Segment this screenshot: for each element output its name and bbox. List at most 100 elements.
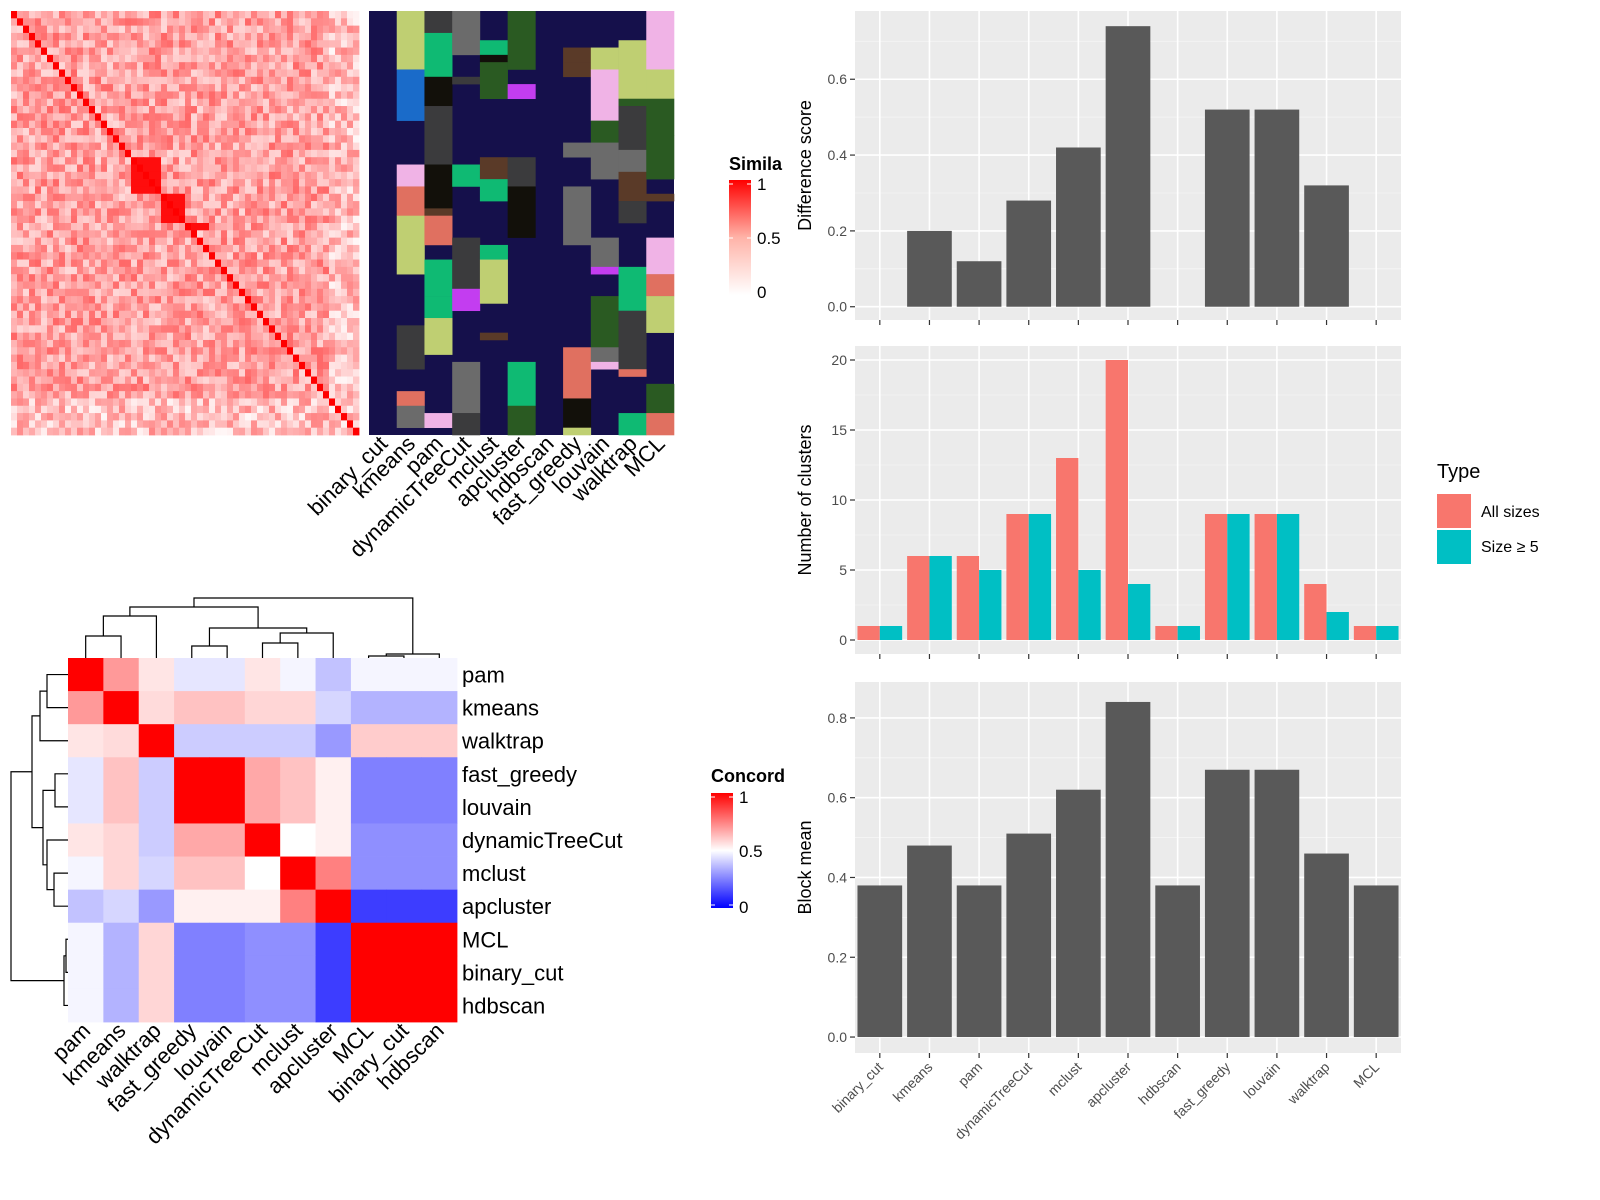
similarity-cell: [293, 135, 300, 143]
similarity-cell: [251, 325, 258, 334]
similarity-cell: [173, 391, 180, 399]
similarity-cell: [269, 237, 276, 246]
similarity-cell: [167, 405, 174, 414]
similarity-cell: [353, 135, 360, 143]
similarity-cell: [23, 288, 30, 297]
similarity-cell: [227, 274, 234, 282]
similarity-cell: [179, 201, 186, 209]
similarity-cell: [83, 347, 90, 355]
similarity-cell: [293, 413, 300, 421]
similarity-cell: [161, 157, 168, 165]
similarity-cell: [275, 32, 282, 41]
similarity-cell: [41, 361, 48, 370]
similarity-cell: [137, 310, 144, 319]
similarity-cell: [23, 354, 30, 363]
similarity-cell: [323, 223, 330, 231]
row-dendro-branch: [53, 872, 68, 907]
similarity-cell: [239, 361, 246, 370]
similarity-cell: [23, 376, 30, 385]
similarity-cell: [329, 106, 336, 114]
similarity-cell: [155, 244, 162, 253]
similarity-cell: [245, 98, 252, 107]
similarity-cell: [257, 230, 264, 239]
similarity-cell: [335, 76, 342, 85]
similarity-cell: [77, 142, 84, 151]
similarity-cell: [281, 186, 288, 195]
similarity-cell: [281, 201, 288, 209]
similarity-cell: [245, 266, 252, 275]
similarity-cell: [347, 325, 354, 334]
similarity-cell: [59, 266, 66, 275]
similarity-cell: [227, 391, 234, 399]
similarity-cell: [257, 391, 264, 399]
similarity-cell: [137, 40, 144, 48]
similarity-cell: [161, 40, 168, 48]
similarity-cell: [311, 18, 318, 27]
similarity-cell: [317, 113, 324, 122]
similarity-cell: [143, 296, 150, 304]
similarity-cell: [143, 405, 150, 414]
similarity-cell: [299, 69, 306, 78]
similarity-cell: [95, 281, 102, 290]
similarity-cell: [107, 69, 114, 78]
similarity-cell: [197, 296, 204, 304]
similarity-cell: [17, 339, 24, 348]
similarity-cell: [245, 113, 252, 122]
similarity-cell: [185, 398, 192, 407]
similarity-cell: [179, 274, 186, 282]
similarity-cell: [41, 11, 48, 19]
similarity-cell: [329, 164, 336, 173]
similarity-cell: [233, 106, 240, 114]
similarity-cell: [95, 325, 102, 334]
similarity-cell: [35, 186, 42, 195]
similarity-cell: [191, 266, 198, 275]
similarity-cell: [239, 339, 246, 348]
similarity-cell: [329, 325, 336, 334]
similarity-cell: [185, 303, 192, 312]
similarity-cell: [197, 18, 204, 27]
concordance-cell: [386, 856, 423, 891]
similarity-cell: [239, 398, 246, 407]
similarity-cell: [167, 32, 174, 41]
similarity-cell: [47, 127, 54, 136]
cluster-block: [646, 274, 675, 297]
similarity-cell: [89, 54, 96, 63]
similarity-cell: [251, 54, 258, 63]
similarity-cell: [53, 339, 60, 348]
similarity-cell: [197, 398, 204, 407]
similarity-cell: [143, 274, 150, 282]
similarity-cell: [263, 179, 270, 187]
similarity-cell: [323, 171, 330, 180]
similarity-cell: [149, 398, 156, 407]
similarity-cell: [155, 157, 162, 165]
similarity-cell: [29, 223, 36, 231]
similarity-cell: [131, 413, 138, 421]
similarity-cell: [275, 296, 282, 304]
similarity-cell: [89, 230, 96, 239]
similarity-cell: [83, 32, 90, 41]
similarity-cell: [59, 223, 66, 231]
similarity-cell: [191, 303, 198, 312]
similarity-cell: [113, 347, 120, 355]
similarity-cell: [17, 201, 24, 209]
similarity-cell: [227, 281, 234, 290]
similarity-cell: [23, 47, 30, 56]
similarity-cell: [215, 157, 222, 165]
similarity-cell: [269, 361, 276, 370]
similarity-cell: [161, 171, 168, 180]
similarity-cell: [227, 413, 234, 421]
similarity-cell: [203, 106, 210, 114]
similarity-cell: [101, 310, 108, 319]
similarity-cell: [167, 325, 174, 334]
similarity-cell: [29, 427, 36, 436]
similarity-cell: [305, 113, 312, 122]
similarity-cell: [47, 288, 54, 297]
similarity-cell: [245, 215, 252, 224]
similarity-cell: [185, 193, 192, 202]
similarity-cell: [161, 215, 168, 224]
similarity-cell: [53, 325, 60, 334]
similarity-cell: [299, 332, 306, 341]
similarity-cell: [47, 179, 54, 187]
type-legend: Type All sizes Size ≥ 5: [1437, 461, 1540, 564]
similarity-cell: [173, 303, 180, 312]
